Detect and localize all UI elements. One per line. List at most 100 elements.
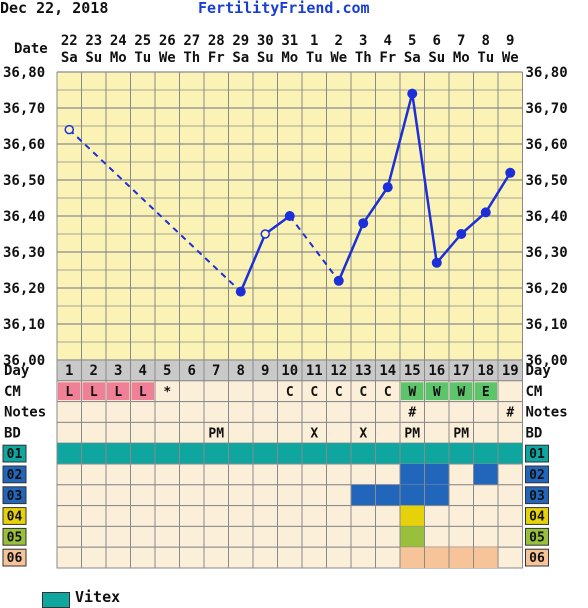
row-code-box-left	[2, 486, 27, 505]
temp-point[interactable]	[431, 257, 442, 268]
cycle-day: 6	[188, 363, 196, 379]
y-tick-left: 36,50	[3, 173, 45, 189]
temp-point[interactable]	[333, 275, 344, 286]
date-tick: 30	[257, 33, 274, 49]
custom-cell-01	[228, 443, 253, 464]
bd-value: PM	[453, 426, 469, 441]
temp-point[interactable]	[284, 211, 295, 221]
y-tick-left: 36,60	[3, 137, 45, 153]
cycle-day: 5	[163, 363, 171, 379]
row-code-box-left	[2, 548, 27, 567]
temp-point[interactable]	[382, 182, 393, 193]
date-row-label: Date	[14, 41, 48, 57]
cycle-day: 9	[261, 363, 269, 379]
custom-cell-03	[351, 484, 376, 506]
custom-cell-01	[253, 443, 278, 464]
cm-value: C	[335, 385, 343, 400]
brand-name[interactable]: FertilityFriend.com	[198, 0, 370, 17]
custom-cell-01	[424, 443, 449, 464]
row-code-box-right	[525, 507, 549, 525]
cm-label-left: CM	[4, 384, 21, 400]
y-tick-right: 36,80	[526, 65, 568, 81]
cm-cell-fill	[82, 382, 105, 401]
y-tick-left: 36,40	[3, 209, 45, 225]
y-tick-left: 36,30	[3, 245, 45, 261]
weekday-tick: Mo	[281, 50, 298, 66]
bd-value: PM	[404, 426, 420, 441]
cycle-day: 1	[65, 363, 73, 379]
cm-value: C	[286, 385, 294, 400]
notes-label-left: Notes	[4, 405, 46, 421]
custom-cell-06	[424, 547, 449, 568]
custom-cell-01	[130, 443, 155, 464]
cm-cell-fill	[58, 382, 81, 401]
cm-cell-fill	[425, 382, 448, 401]
cm-cell-fill	[474, 382, 497, 401]
notes-value: #	[408, 406, 416, 421]
custom-cell-01	[81, 443, 106, 464]
cycle-day: 13	[355, 363, 372, 379]
weekday-tick: Su	[85, 50, 102, 66]
temp-point-open[interactable]	[64, 124, 74, 135]
custom-cell-01	[449, 443, 474, 464]
temp-line-segment	[264, 214, 291, 236]
cm-cell-fill	[107, 382, 130, 401]
row-code-right: 06	[529, 551, 545, 566]
custom-cell-02	[424, 464, 449, 485]
temp-point-open[interactable]	[260, 229, 270, 239]
cycle-day: 11	[306, 363, 323, 379]
cycle-day: 8	[237, 363, 245, 379]
custom-cell-03	[375, 484, 400, 506]
row-code-right: 02	[529, 468, 545, 483]
y-tick-right: 36,20	[526, 281, 568, 297]
custom-row-05	[56, 525, 523, 548]
row-code-right: 05	[529, 530, 545, 545]
cm-value: W	[408, 385, 416, 400]
bd-value: X	[310, 426, 318, 441]
custom-cell-05	[400, 526, 425, 548]
date-tick: 5	[408, 33, 416, 49]
custom-cell-01	[400, 443, 425, 464]
row-code-right: 03	[529, 489, 545, 504]
cycle-day: 2	[90, 363, 98, 379]
date-tick: 4	[384, 33, 392, 49]
temp-point[interactable]	[505, 167, 516, 178]
temp-line-segment	[411, 93, 438, 263]
temp-point[interactable]	[480, 207, 491, 218]
date-tick: 29	[232, 33, 249, 49]
chart-date: Dec 22, 2018	[0, 0, 109, 17]
day-label-right: Day	[526, 363, 552, 379]
y-tick-right: 36,10	[526, 317, 568, 333]
temp-line-segment	[337, 222, 365, 282]
y-tick-right: 36,70	[526, 101, 568, 117]
cm-value: C	[359, 385, 367, 400]
cm-value: E	[482, 385, 490, 400]
y-tick-left: 36,20	[3, 281, 45, 297]
temp-point[interactable]	[407, 88, 418, 99]
custom-row-03	[56, 484, 523, 507]
temp-point[interactable]	[235, 286, 246, 297]
y-tick-right: 36,30	[526, 245, 568, 261]
temp-point[interactable]	[456, 229, 467, 239]
temp-point[interactable]	[358, 218, 369, 229]
row-code-box-right	[525, 444, 549, 463]
row-code-box-right	[525, 548, 549, 567]
cycle-day: 10	[281, 363, 298, 379]
custom-cell-01	[179, 443, 204, 464]
y-tick-left: 36,10	[3, 317, 45, 333]
custom-cell-01	[57, 443, 82, 464]
temp-line-segment	[386, 93, 414, 188]
row-code-right: 01	[529, 447, 545, 462]
custom-cell-01	[302, 443, 327, 464]
day-label-left: Day	[4, 363, 30, 379]
date-tick: 8	[482, 33, 490, 49]
weekday-tick: Mo	[110, 50, 127, 66]
custom-cell-02	[473, 464, 498, 485]
cm-value: C	[310, 385, 318, 400]
cm-cell-fill	[131, 382, 154, 401]
weekday-tick: Th	[355, 50, 372, 66]
cm-value: *	[163, 385, 171, 400]
weekday-tick: Su	[257, 50, 274, 66]
date-tick: 27	[183, 33, 200, 49]
cm-cell-fill	[401, 382, 424, 401]
